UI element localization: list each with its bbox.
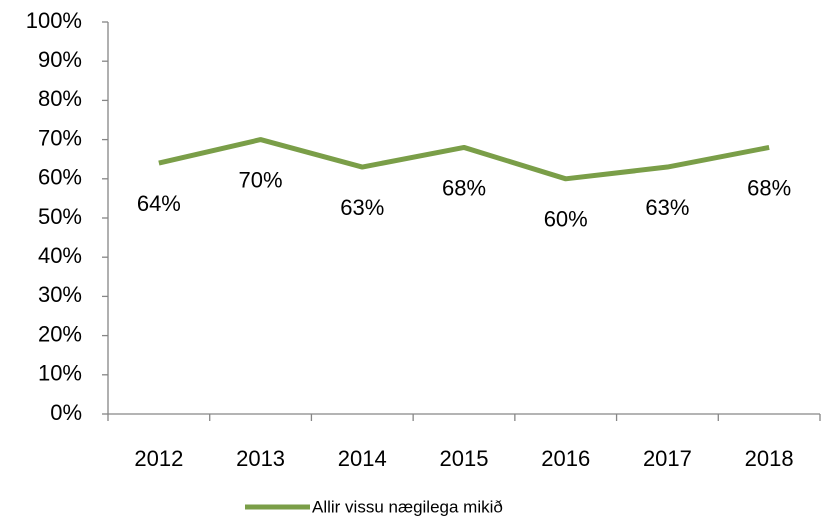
- y-tick-label: 10%: [38, 361, 82, 386]
- data-label: 68%: [442, 175, 486, 200]
- y-tick-label: 50%: [38, 204, 82, 229]
- y-tick-label: 90%: [38, 47, 82, 72]
- data-label: 60%: [544, 207, 588, 232]
- y-tick-label: 30%: [38, 282, 82, 307]
- y-tick-label: 20%: [38, 321, 82, 346]
- y-tick-label: 60%: [38, 165, 82, 190]
- x-tick-label: 2015: [440, 446, 489, 471]
- x-tick-label: 2013: [236, 446, 285, 471]
- data-label: 63%: [340, 195, 384, 220]
- x-tick-label: 2014: [338, 446, 387, 471]
- y-tick-label: 40%: [38, 243, 82, 268]
- y-tick-label: 70%: [38, 125, 82, 150]
- y-tick-label: 80%: [38, 86, 82, 111]
- data-label: 63%: [645, 195, 689, 220]
- x-tick-label: 2012: [134, 446, 183, 471]
- y-tick-label: 0%: [50, 400, 82, 425]
- legend-label: Allir vissu nægilega mikið: [312, 497, 503, 516]
- data-label: 64%: [137, 191, 181, 216]
- x-tick-label: 2017: [643, 446, 692, 471]
- data-label: 68%: [747, 175, 791, 200]
- y-tick-label: 100%: [26, 8, 82, 33]
- data-label: 70%: [239, 167, 283, 192]
- data-line: [158, 137, 770, 182]
- x-tick-label: 2016: [541, 446, 590, 471]
- x-tick-label: 2018: [745, 446, 794, 471]
